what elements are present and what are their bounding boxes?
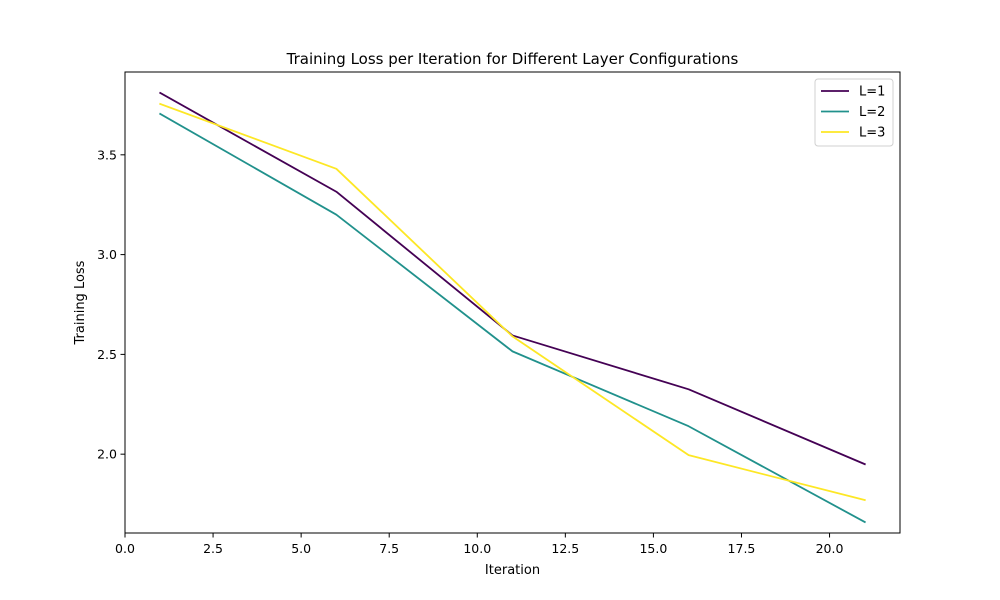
x-tick-label: 15.0 (639, 541, 667, 556)
plot-frame (124, 71, 901, 534)
x-tick-label: 0.0 (115, 541, 135, 556)
legend-box (814, 78, 894, 147)
legend-label-l2: L=2 (859, 105, 885, 120)
x-tick-label: 12.5 (551, 541, 579, 556)
y-tick-label: 3.0 (97, 247, 117, 262)
x-tick-label: 2.5 (203, 541, 223, 556)
chart-title: Training Loss per Iteration for Differen… (286, 50, 739, 68)
series-line-l2 (159, 112, 866, 524)
y-tick-label: 2.0 (97, 447, 117, 462)
series-line-l3 (159, 102, 866, 502)
y-axis-title: Training Loss (73, 260, 88, 345)
x-tick-label: 20.0 (816, 541, 844, 556)
x-tick-label: 7.5 (379, 541, 399, 556)
y-axis: 2.0 2.5 3.0 3.5 (97, 147, 125, 462)
y-tick-label: 3.5 (97, 147, 117, 162)
x-axis: 0.0 2.5 5.0 7.5 10.0 12.5 15.0 17.5 20.0 (115, 533, 844, 556)
legend: L=1 L=2 L=3 (814, 78, 894, 147)
legend-label-l1: L=1 (859, 85, 885, 100)
x-tick-label: 5.0 (291, 541, 311, 556)
y-tick-label: 2.5 (97, 347, 117, 362)
x-tick-label: 17.5 (728, 541, 756, 556)
x-axis-title: Iteration (485, 563, 540, 578)
legend-label-l3: L=3 (859, 126, 885, 141)
x-tick-label: 10.0 (463, 541, 491, 556)
series-layer (159, 91, 866, 524)
